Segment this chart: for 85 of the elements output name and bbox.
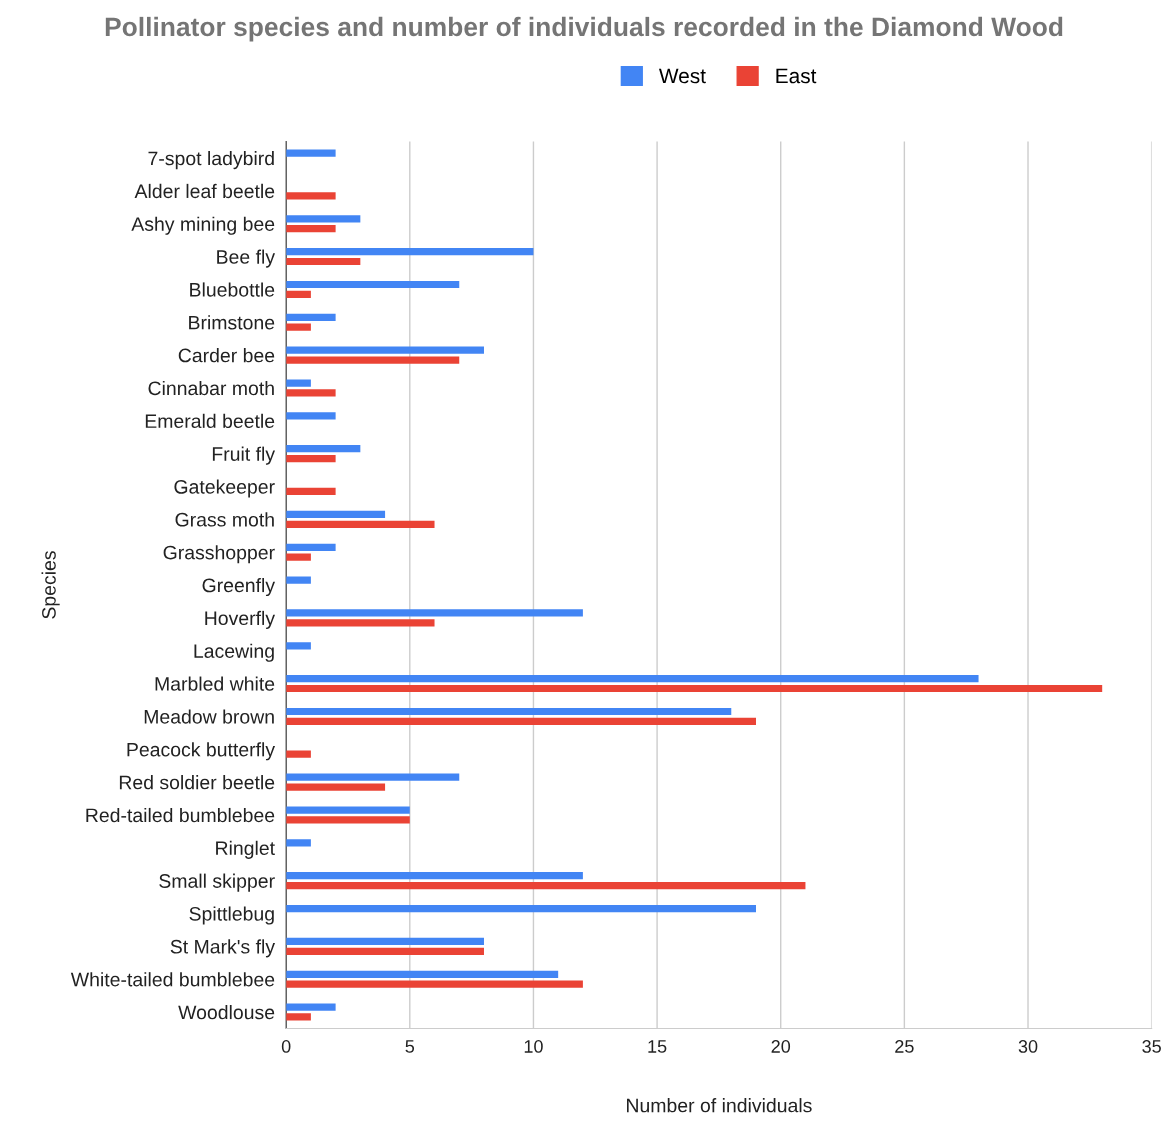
y-tick-label: Grasshopper	[163, 545, 275, 564]
x-tick-label: 15	[648, 1040, 667, 1053]
bar	[286, 750, 311, 758]
bar	[286, 881, 806, 890]
bar	[286, 684, 1103, 693]
bar	[286, 454, 336, 463]
y-tick-label: Marbled white	[155, 676, 275, 691]
bar	[286, 717, 756, 725]
bar	[286, 445, 361, 453]
bar	[286, 609, 583, 617]
y-tick-label: 7-spot ladybird	[148, 151, 274, 170]
x-tick-label: 25	[895, 1040, 914, 1053]
x-axis-title: Number of individuals	[627, 1098, 812, 1113]
y-tick-label: St Mark's fly	[170, 939, 276, 958]
bar	[286, 904, 756, 913]
bar	[286, 192, 336, 200]
y-tick-label: Meadow brown	[144, 709, 274, 724]
y-tick-label: Lacewing	[194, 643, 274, 662]
bar	[286, 323, 311, 331]
y-tick-label: Alder leaf beetle	[134, 183, 275, 199]
bar	[286, 379, 311, 387]
y-tick-label: Small skipper	[159, 873, 275, 892]
y-tick-label: Cinnabar moth	[148, 380, 274, 396]
bar	[286, 248, 534, 256]
bar	[286, 257, 361, 266]
bar	[286, 543, 336, 551]
bar	[286, 642, 311, 650]
bar	[286, 290, 311, 298]
y-tick-label: White-tailed bumblebee	[70, 972, 275, 987]
bar	[286, 576, 311, 584]
x-tick-label: 30	[1018, 1040, 1038, 1053]
y-tick-label: Peacock butterfly	[127, 742, 276, 761]
bar	[286, 970, 559, 978]
y-tick-label: Gatekeeper	[174, 479, 275, 498]
bar	[286, 412, 336, 420]
legend-label: West	[658, 68, 706, 84]
x-tick-label: 10	[524, 1040, 543, 1053]
y-tick-label: Greenfly	[202, 578, 276, 597]
bar	[286, 783, 386, 791]
y-tick-label: Red-tailed bumblebee	[86, 807, 275, 823]
y-tick-label: Ashy mining bee	[131, 216, 275, 235]
legend-label: East	[776, 68, 817, 84]
y-axis-title: Species	[41, 551, 60, 619]
bar	[286, 510, 386, 519]
x-tick-label: 20	[771, 1040, 791, 1053]
y-tick-label: Ringlet	[216, 840, 275, 859]
bar	[286, 773, 460, 781]
bar	[286, 1003, 336, 1011]
y-tick-label: Bee fly	[217, 249, 276, 268]
y-tick-label: Fruit fly	[212, 446, 276, 465]
y-tick-label: Red soldier beetle	[119, 775, 275, 790]
y-tick-label: Carder bee	[178, 348, 275, 363]
bar	[286, 225, 336, 233]
bar	[286, 313, 336, 321]
bar	[286, 346, 484, 354]
bar	[286, 356, 460, 364]
bar	[286, 839, 311, 847]
y-tick-label: Spittlebug	[189, 906, 274, 925]
bar	[286, 389, 336, 397]
bar	[286, 280, 460, 289]
bar	[286, 816, 410, 824]
y-tick-label: Woodlouse	[178, 1004, 275, 1020]
bar	[286, 149, 336, 157]
bar	[286, 947, 484, 955]
x-tick-label: 35	[1142, 1040, 1161, 1053]
bar	[286, 980, 583, 988]
bar	[286, 675, 979, 683]
bar	[286, 872, 583, 880]
x-tick-label: 0	[281, 1040, 291, 1053]
bar	[286, 553, 311, 561]
x-tick-label: 5	[405, 1040, 415, 1053]
y-tick-label: Brimstone	[189, 315, 275, 330]
y-tick-label: Hoverfly	[205, 610, 276, 629]
bar	[286, 806, 410, 814]
bar	[286, 707, 732, 716]
bar	[286, 619, 435, 627]
y-tick-label: Bluebottle	[190, 282, 275, 297]
y-tick-label: Emerald beetle	[145, 413, 275, 429]
bar	[286, 1013, 311, 1021]
bar	[286, 937, 484, 946]
chart-title: Pollinator species and number of individuals recorded in the Diamond Wood	[105, 16, 1063, 42]
y-tick-label: Grass moth	[175, 512, 274, 527]
bar	[286, 487, 336, 496]
bar	[286, 520, 435, 528]
bar	[286, 215, 361, 223]
